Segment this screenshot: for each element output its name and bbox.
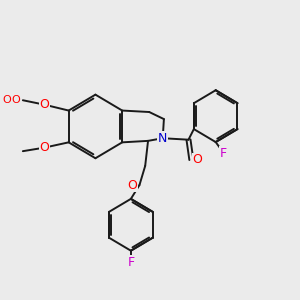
Text: O: O: [39, 98, 49, 111]
Text: O: O: [128, 178, 137, 191]
Text: N: N: [158, 132, 167, 145]
Text: O: O: [39, 141, 49, 154]
Text: F: F: [127, 256, 134, 269]
Text: O: O: [11, 95, 20, 105]
Text: F: F: [219, 147, 226, 160]
Text: O: O: [40, 100, 49, 110]
Text: O: O: [193, 153, 202, 166]
Text: O: O: [2, 95, 11, 105]
